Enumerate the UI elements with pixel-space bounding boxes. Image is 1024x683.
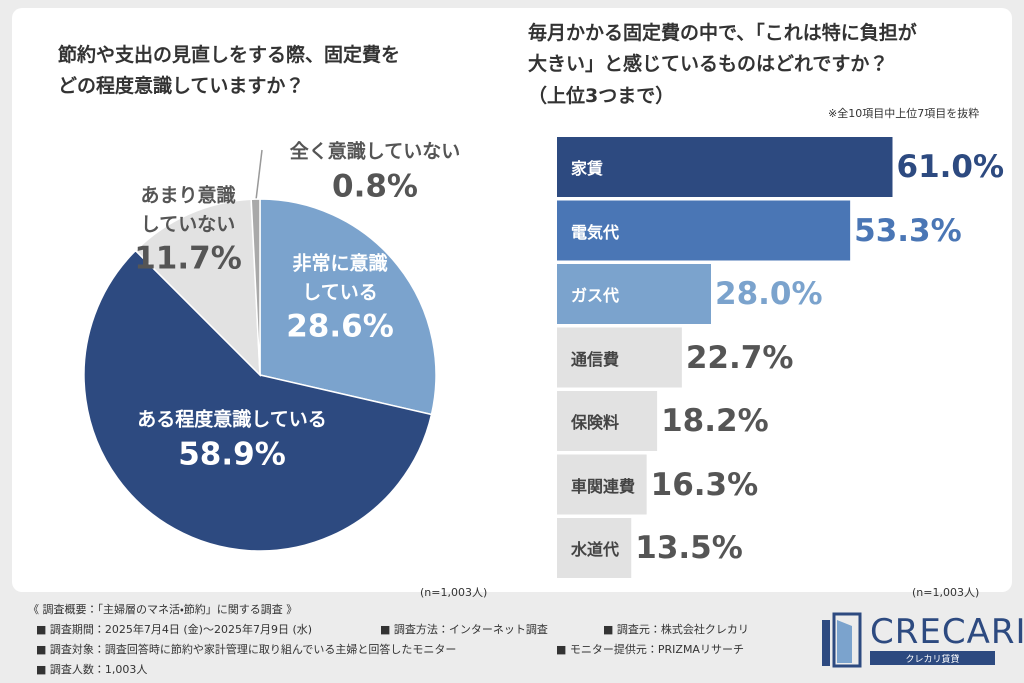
footer-heading: 《 調査概要：「主婦層のマネ活・節約」に関する調査 》 [28, 603, 298, 616]
bar-category: 電気代 [571, 222, 620, 242]
bar [557, 391, 658, 451]
bar-category: 水道代 [571, 540, 620, 559]
bar-value-label: 28.0% [715, 276, 823, 312]
bar [557, 137, 893, 197]
bar-value-label: 61.0% [896, 149, 1005, 185]
pie-note: (n=1,003人) [420, 586, 488, 599]
pie-label: ある程度意識している 58.9% [137, 406, 326, 475]
bar-value-label: 13.5% [635, 530, 743, 566]
bar-category: 家賃 [571, 159, 604, 178]
bar [557, 454, 647, 515]
pie-slice [134, 198, 261, 377]
pie-label: 全く意識していない 0.8% [290, 138, 460, 207]
bar-category: 通信費 [571, 349, 620, 369]
pie-slice [83, 249, 433, 552]
footer-method: ■ 調査方法：インターネット調査 [380, 623, 548, 636]
bar-value-label: 16.3% [650, 466, 759, 503]
leader-line [255, 149, 263, 201]
bar-value-label: 22.7% [685, 339, 794, 376]
bar [557, 264, 711, 324]
pie-title: 節約や支出の見直しをする際、固定費を どの程度意識していますか？ [58, 44, 401, 98]
pie-value-label: 58.9% [178, 436, 286, 473]
pie-category: 全く意識していない [289, 140, 461, 163]
logo-mark [822, 612, 995, 668]
bar-category: 車関連費 [571, 476, 636, 496]
bar-value-label: 18.2% [661, 403, 769, 439]
pie-value-label: 0.8% [332, 168, 418, 205]
bar-subtitle: ※全10項目中上位7項目を抜粋 [828, 107, 980, 120]
bar-note: (n=1,003人) [912, 586, 980, 599]
bar-category: ガス代 [571, 286, 620, 305]
footer-target: ■ 調査対象：調査回答時に節約や家計管理に取り組んでいる主婦と回答したモニター [36, 643, 457, 656]
bar-title: 毎月かかる固定費の中で、「これは特に負担が 大きい」と感じているものはどれですか… [528, 22, 917, 107]
pie-value-label: 11.7% [134, 240, 242, 277]
footer-source: ■ 調査元：株式会社クレカリ [603, 623, 749, 636]
pie-label: 非常に意識 している 28.6% [286, 249, 394, 346]
pie-label: あまり意識 していない 11.7% [134, 181, 242, 278]
logo-name: CRECARI [870, 612, 1024, 652]
bar [557, 200, 851, 261]
footer-period: ■ 調査期間：2025年7月4日 (金)〜2025年7月9日 (水) [36, 623, 313, 636]
footer-provider: ■ モニター提供元：PRIZMAリサーチ [556, 643, 744, 656]
bar [557, 327, 682, 388]
bar-value-label: 53.3% [854, 212, 962, 249]
bar [557, 518, 632, 578]
pie-category: ある程度意識している [137, 408, 327, 431]
pie-value-label: 28.6% [286, 308, 394, 345]
logo-tagline: クレカリ賃貸 [905, 655, 960, 665]
bar-category: 保険料 [571, 413, 620, 432]
footer-count: ■ 調査人数：1,003人 [36, 663, 148, 676]
pie-slice [259, 198, 437, 416]
pie-category: 非常に意識 している [292, 252, 388, 303]
pie-category: あまり意識 していない [140, 184, 236, 235]
pie-slice [250, 198, 261, 376]
